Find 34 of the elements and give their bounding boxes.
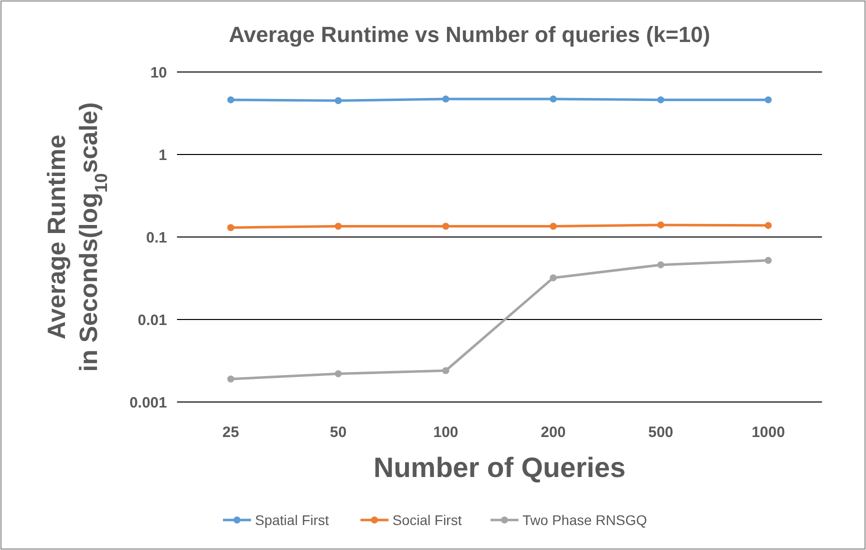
point bbox=[442, 222, 450, 230]
x-tick-label: 25 bbox=[222, 424, 240, 441]
point bbox=[657, 261, 664, 268]
point bbox=[550, 96, 557, 103]
x-tick-label: 50 bbox=[330, 424, 347, 441]
x-tick-label: 1000 bbox=[752, 424, 785, 441]
point bbox=[764, 222, 772, 229]
point bbox=[334, 370, 342, 378]
x-tick-label: 200 bbox=[540, 424, 566, 441]
x-tick-label: 500 bbox=[648, 424, 674, 441]
point bbox=[657, 96, 664, 104]
point bbox=[550, 222, 557, 230]
point bbox=[657, 221, 664, 228]
y-tick-label: 0.01 bbox=[138, 312, 167, 329]
point bbox=[550, 274, 557, 282]
legend-label: Social First bbox=[392, 512, 462, 528]
legend-label: Spatial First bbox=[255, 512, 330, 528]
point bbox=[442, 367, 450, 374]
legend-label: Two Phase RNSGQ bbox=[522, 512, 648, 528]
chart-title: Average Runtime vs Number of queries (k=10) bbox=[228, 22, 710, 47]
point bbox=[227, 96, 234, 104]
y-tick-label: 1 bbox=[158, 146, 167, 164]
point bbox=[334, 97, 342, 104]
y-tick-label: 10 bbox=[150, 64, 167, 82]
point bbox=[442, 96, 450, 103]
y-tick-label: 0.1 bbox=[146, 229, 167, 246]
point bbox=[764, 96, 772, 104]
point bbox=[764, 256, 772, 264]
x-axis-title: Number of Queries bbox=[373, 452, 626, 483]
point bbox=[334, 222, 342, 230]
x-tick-label: 100 bbox=[433, 424, 458, 441]
y-tick-label: 0.001 bbox=[129, 394, 167, 412]
point bbox=[227, 376, 234, 383]
point bbox=[227, 224, 234, 232]
